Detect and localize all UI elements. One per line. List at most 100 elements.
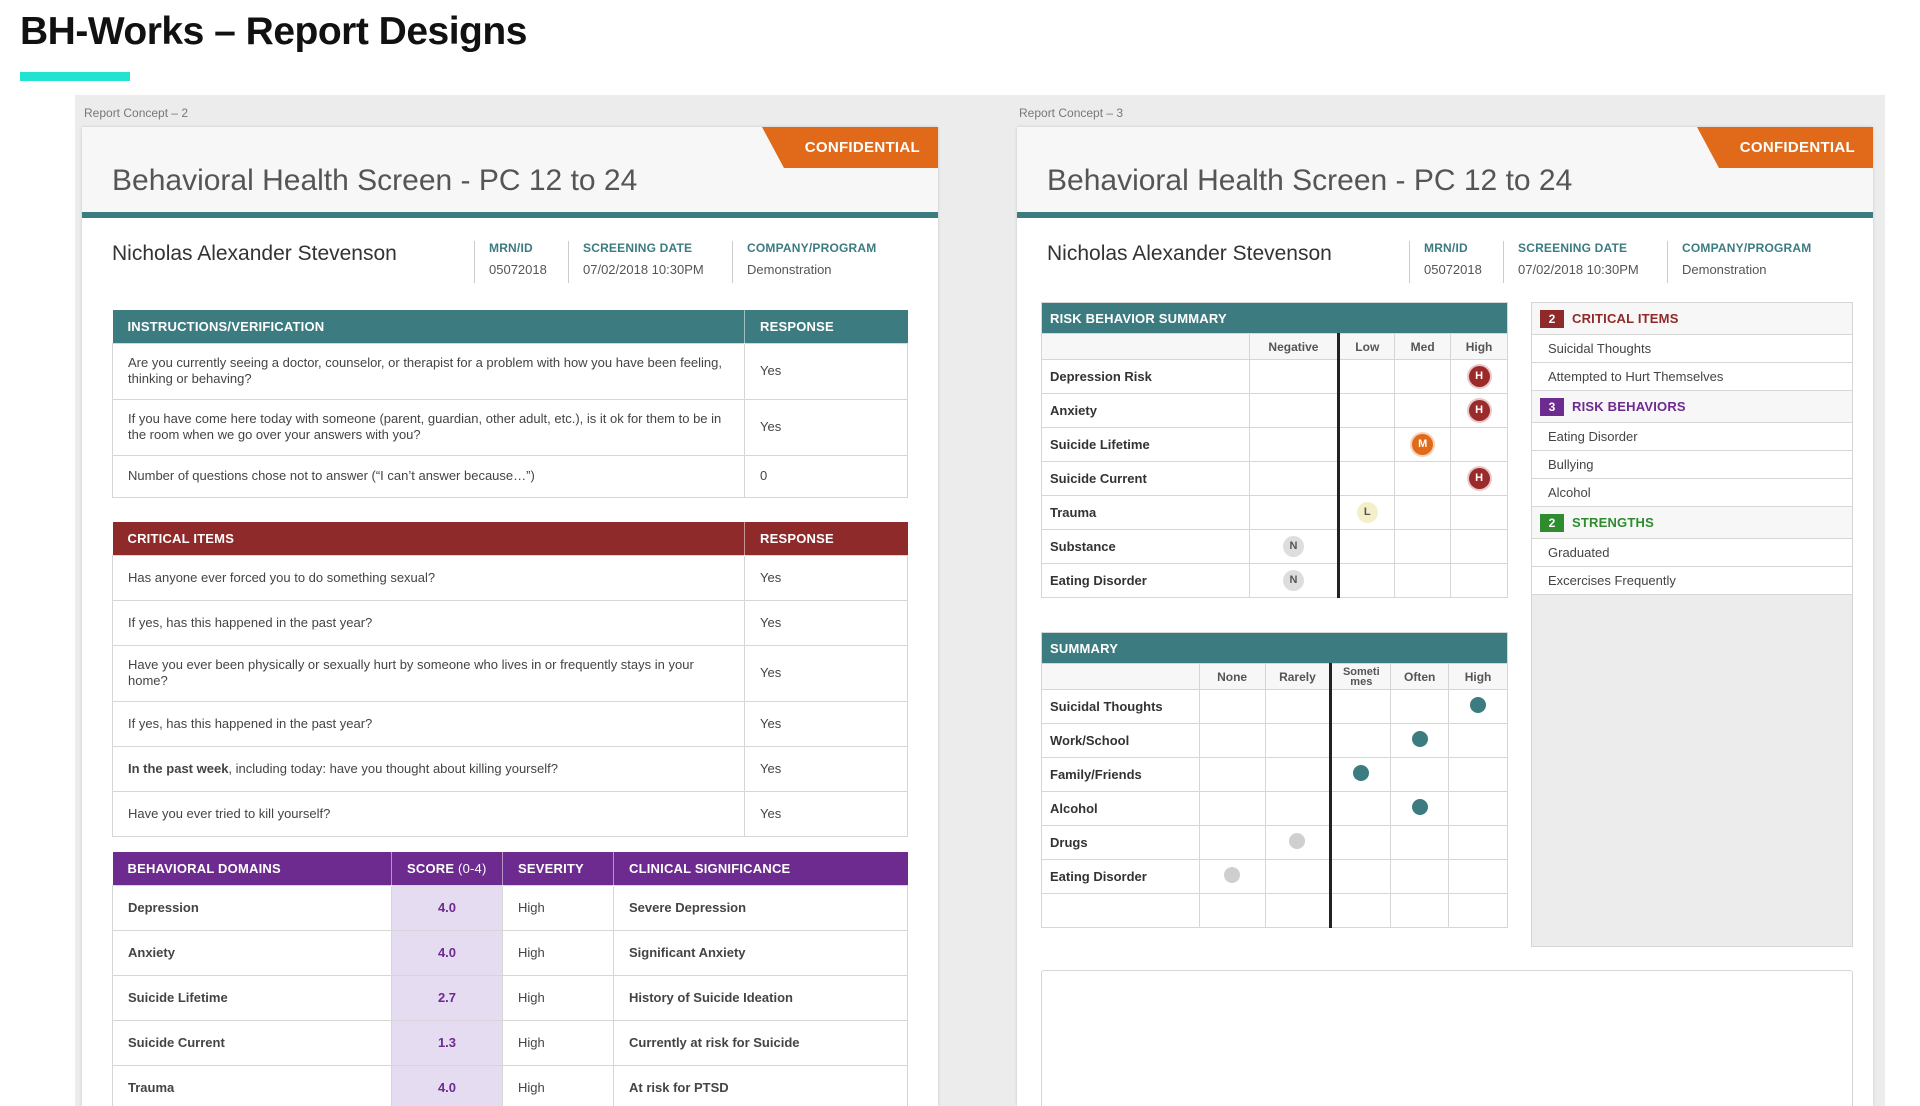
section-title: STRENGTHS	[1572, 515, 1654, 530]
row-label: Eating Disorder	[1041, 859, 1200, 894]
row-label-column	[1041, 663, 1200, 690]
risk-row: Anxiety H	[1041, 393, 1508, 428]
instructions-table: INSTRUCTIONS/VERIFICATION RESPONSE Are y…	[112, 310, 908, 498]
meta-value: Demonstration	[747, 262, 832, 277]
score-cell: 4.0	[391, 1064, 503, 1106]
summary-cell	[1264, 757, 1333, 792]
risk-cell	[1394, 461, 1452, 496]
meta-value: 07/02/2018 10:30PM	[1518, 262, 1639, 277]
risk-cell	[1338, 359, 1396, 394]
confidential-tab: CONFIDENTIAL	[1697, 127, 1873, 168]
empty-cell	[1041, 893, 1200, 928]
summary-cell	[1390, 825, 1450, 860]
section-title: CRITICAL ITEMS	[1572, 311, 1679, 326]
frequency-dot	[1224, 867, 1241, 883]
question-emphasis: In the past week	[128, 760, 229, 776]
table-row: Suicide Current 1.3 High Currently at ri…	[112, 1019, 908, 1066]
behavioral-domains-table: BEHAVIORAL DOMAINS SCORE (0-4) SEVERITY …	[112, 852, 908, 1106]
risk-cell: N	[1248, 529, 1341, 564]
clinical-cell: History of Suicide Ideation	[613, 974, 908, 1021]
summary-cell	[1264, 723, 1333, 758]
domain-cell: Suicide Current	[112, 1019, 392, 1066]
risk-row: Eating Disorder N	[1041, 563, 1508, 598]
meta-value: 05072018	[1424, 262, 1482, 277]
summary-row: Work/School	[1041, 723, 1508, 758]
score-cell: 1.3	[391, 1019, 503, 1066]
risk-row: Depression Risk H	[1041, 359, 1508, 394]
row-label: Family/Friends	[1041, 757, 1200, 792]
question-cell: In the past week, including today: have …	[112, 745, 745, 792]
meta-screening-date: SCREENING DATE 07/02/2018 10:30PM	[568, 241, 704, 283]
row-label: Trauma	[1041, 495, 1250, 530]
column-sometimes: Someti mes	[1330, 663, 1392, 690]
risk-behaviors-section: 3 RISK BEHAVIORS	[1532, 391, 1852, 423]
clinical-cell: Severe Depression	[613, 884, 908, 931]
summary-cell	[1330, 757, 1392, 792]
report-concept-2: Behavioral Health Screen - PC 12 to 24 C…	[82, 127, 938, 1106]
report-heading: Behavioral Health Screen - PC 12 to 24	[1047, 164, 1573, 197]
meta-value: 07/02/2018 10:30PM	[583, 262, 704, 277]
row-label: Substance	[1041, 529, 1250, 564]
summary-cell	[1198, 791, 1266, 826]
risk-level-badge: M	[1412, 434, 1434, 455]
list-item: Graduated	[1532, 539, 1852, 567]
question-text: , including today: have you thought abou…	[228, 760, 558, 776]
summary-row: Suicidal Thoughts	[1041, 689, 1508, 724]
risk-cell: H	[1450, 393, 1508, 428]
risk-cell	[1338, 461, 1396, 496]
meta-screening-date: SCREENING DATE 07/02/2018 10:30PM	[1503, 241, 1639, 283]
summary-cell	[1448, 825, 1508, 860]
summary-cell	[1198, 757, 1266, 792]
meta-value: 05072018	[489, 262, 547, 277]
summary-row: Family/Friends	[1041, 757, 1508, 792]
summary-row: Alcohol	[1041, 791, 1508, 826]
report-heading: Behavioral Health Screen - PC 12 to 24	[112, 164, 638, 197]
table-row: Have you ever been physically or sexuall…	[112, 644, 908, 702]
column-often: Often	[1390, 663, 1450, 690]
score-header: SCORE (0-4)	[391, 852, 503, 885]
score-header-label: SCORE	[407, 860, 455, 876]
severity-header: SEVERITY	[502, 852, 614, 885]
critical-items-table: CRITICAL ITEMS RESPONSE Has anyone ever …	[112, 522, 908, 837]
table-row: Trauma 4.0 High At risk for PTSD	[112, 1064, 908, 1106]
question-cell: Has anyone ever forced you to do somethi…	[112, 554, 745, 601]
table-row: Number of questions chose not to answer …	[112, 454, 908, 498]
risk-level-badge: H	[1468, 366, 1490, 387]
summary-cell	[1330, 791, 1392, 826]
summary-cell	[1264, 859, 1333, 894]
frequency-dot	[1411, 799, 1428, 815]
frequency-dot	[1289, 833, 1306, 849]
summary-cell	[1264, 689, 1333, 724]
list-item: Excercises Frequently	[1532, 567, 1852, 595]
severity-cell: High	[502, 929, 614, 976]
list-item: Attempted to Hurt Themselves	[1532, 363, 1852, 391]
risk-cell	[1248, 495, 1341, 530]
question-cell: If yes, has this happened in the past ye…	[112, 599, 745, 646]
summary-cell	[1330, 859, 1392, 894]
meta-label: SCREENING DATE	[583, 241, 693, 255]
clinical-cell: Significant Anxiety	[613, 929, 908, 976]
risk-cell	[1450, 427, 1508, 462]
risk-cell	[1450, 563, 1508, 598]
domain-cell: Depression	[112, 884, 392, 931]
concept-label: Report Concept – 3	[1019, 106, 1124, 120]
question-cell: Are you currently seeing a doctor, couns…	[112, 342, 745, 400]
table-row: Suicide Lifetime 2.7 High History of Sui…	[112, 974, 908, 1021]
summary-cell	[1448, 791, 1508, 826]
question-cell: If yes, has this happened in the past ye…	[112, 700, 745, 747]
risk-cell	[1450, 529, 1508, 564]
summary-header: SUMMARY	[1041, 632, 1508, 664]
empty-cell	[1264, 893, 1333, 928]
response-cell: Yes	[744, 342, 908, 400]
critical-items-section: 2 CRITICAL ITEMS	[1532, 303, 1852, 335]
meta-label: MRN/ID	[1424, 241, 1468, 255]
meta-value: Demonstration	[1682, 262, 1767, 277]
strengths-section: 2 STRENGTHS	[1532, 507, 1852, 539]
report-header: Behavioral Health Screen - PC 12 to 24 C…	[1017, 127, 1873, 218]
risk-row: Suicide Current H	[1041, 461, 1508, 496]
response-cell: Yes	[744, 554, 908, 601]
meta-label: SCREENING DATE	[1518, 241, 1628, 255]
risk-cell	[1394, 529, 1452, 564]
strengths-count-badge: 2	[1540, 513, 1564, 532]
risk-cell	[1338, 529, 1396, 564]
